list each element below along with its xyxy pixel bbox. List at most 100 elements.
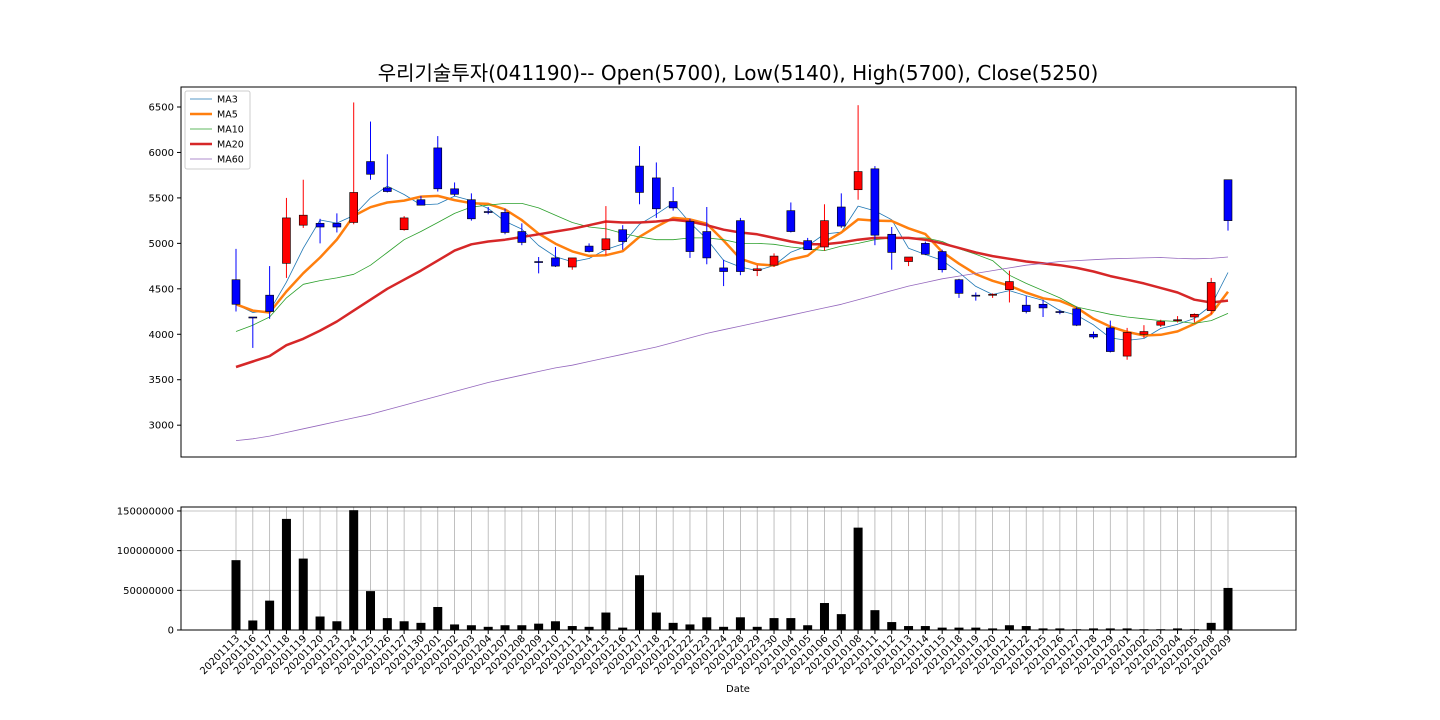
volume-y-tick-label: 100000000 xyxy=(117,546,174,557)
legend-label-ma20: MA20 xyxy=(217,140,244,151)
candle xyxy=(870,166,880,246)
candle xyxy=(450,182,459,197)
candle xyxy=(433,136,443,192)
volume-bar xyxy=(550,621,560,630)
candle xyxy=(971,292,981,301)
candle xyxy=(1072,307,1081,327)
candle xyxy=(904,256,913,267)
candle-body xyxy=(500,212,510,233)
volume-bar xyxy=(870,610,880,630)
candle-body xyxy=(719,267,728,272)
candle-body xyxy=(652,177,661,210)
volume-bar xyxy=(298,558,308,630)
candle xyxy=(668,187,678,211)
candle xyxy=(652,162,661,218)
candle xyxy=(769,253,779,267)
candle xyxy=(1139,325,1149,338)
candle-body xyxy=(315,223,325,228)
candle xyxy=(315,218,325,244)
candle xyxy=(500,208,510,235)
price-y-tick-label: 4500 xyxy=(149,284,174,295)
candle xyxy=(1122,327,1132,360)
candle xyxy=(887,227,897,270)
volume-bar xyxy=(483,626,493,630)
candle xyxy=(1089,331,1098,339)
candle-body xyxy=(567,257,577,268)
volume-bar xyxy=(803,625,813,630)
volume-bar xyxy=(1088,628,1098,630)
volume-bar xyxy=(315,616,325,630)
series-line-ma20 xyxy=(235,218,1229,369)
volume-y-tick-label: 0 xyxy=(168,626,174,637)
candle-body xyxy=(870,168,880,236)
volume-bar xyxy=(601,612,611,630)
candle xyxy=(383,154,392,193)
volume-bar xyxy=(618,627,628,630)
candle xyxy=(483,207,493,215)
volume-bar xyxy=(349,510,359,630)
candle xyxy=(702,207,712,265)
candle xyxy=(282,197,291,278)
candle-body xyxy=(1055,311,1065,313)
volume-bar xyxy=(651,612,661,630)
candle-body xyxy=(517,231,527,243)
candle xyxy=(954,278,964,298)
volume-bar xyxy=(904,626,914,630)
volume-bar xyxy=(265,600,275,630)
volume-bar xyxy=(332,621,342,630)
volume-bar xyxy=(450,624,460,630)
volume-bar xyxy=(920,626,930,630)
candle xyxy=(719,259,728,287)
candle xyxy=(298,179,308,228)
candle xyxy=(1021,296,1031,314)
candle-body xyxy=(1223,179,1233,221)
candle-body xyxy=(483,211,493,213)
candle-body xyxy=(1190,313,1199,318)
candle-body xyxy=(836,206,846,227)
candle xyxy=(265,266,274,319)
candle-body xyxy=(450,188,459,195)
candle-body xyxy=(904,256,913,262)
candle-body xyxy=(298,214,308,226)
candle xyxy=(1156,319,1166,327)
candle-body xyxy=(248,316,258,319)
volume-bar xyxy=(1021,626,1031,630)
candle-body xyxy=(752,268,762,271)
candle-body xyxy=(685,221,695,252)
candle-body xyxy=(635,165,644,193)
candle-body xyxy=(769,255,779,266)
candle-body xyxy=(1005,281,1014,291)
series-line-ma60 xyxy=(235,256,1229,441)
candle xyxy=(836,193,846,228)
candle xyxy=(921,241,930,256)
candle xyxy=(1055,309,1065,315)
volume-bar xyxy=(433,606,443,630)
volume-bar xyxy=(1038,628,1048,630)
price-panel: 30003500400045005000550060006500MA3MA5MA… xyxy=(149,86,1297,458)
candle-body xyxy=(1021,304,1031,312)
volume-bar xyxy=(399,621,409,630)
price-plot-frame xyxy=(180,86,1297,458)
volume-bar xyxy=(635,575,645,630)
volume-bar xyxy=(517,625,527,630)
volume-bar xyxy=(836,614,846,630)
candle xyxy=(399,216,409,231)
candle xyxy=(820,204,829,251)
candle xyxy=(416,196,426,206)
candle xyxy=(1005,270,1014,303)
candle-body xyxy=(820,220,829,248)
candle xyxy=(1173,316,1182,323)
candle xyxy=(517,223,527,246)
candle xyxy=(534,257,543,274)
volume-bar xyxy=(281,518,291,630)
candle xyxy=(1223,179,1233,231)
volume-bar xyxy=(1004,625,1014,630)
price-y-tick-label: 3000 xyxy=(149,421,174,432)
candle-body xyxy=(786,210,796,232)
chart-title: 우리기술투자(041190)-- Open(5700), Low(5140), … xyxy=(378,61,1099,85)
candle-body xyxy=(282,217,291,264)
candle-body xyxy=(366,161,375,175)
candle-body xyxy=(803,240,812,251)
